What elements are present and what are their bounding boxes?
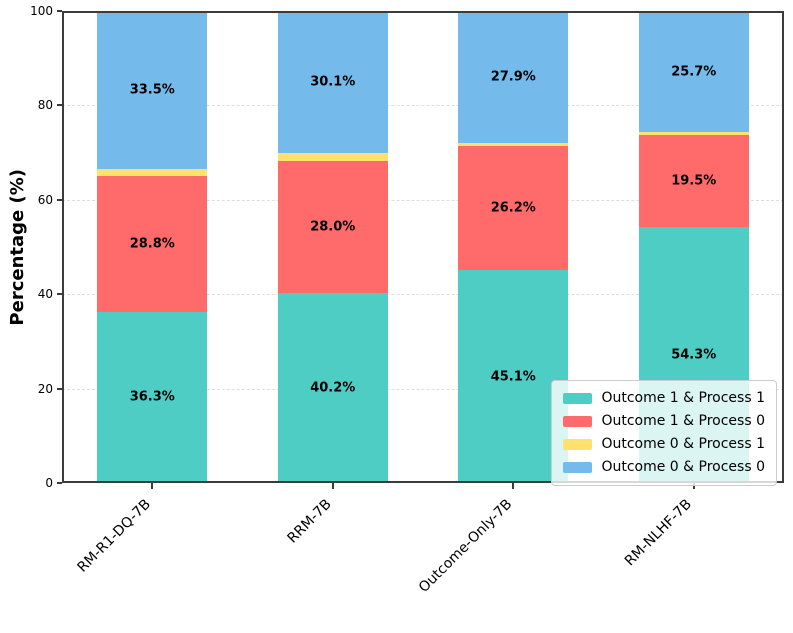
bottom-spine — [62, 481, 784, 483]
segment-value-label: 26.2% — [490, 200, 536, 216]
legend-label-2: Outcome 0 & Process 1 — [601, 436, 765, 452]
bar-segment-Outcome-Only-7B-series3 — [458, 11, 569, 143]
top-spine — [62, 11, 784, 13]
bar-segment-RRM-7B-series1 — [277, 161, 388, 294]
gridline-40 — [62, 294, 784, 296]
segment-value-label: 28.0% — [310, 219, 356, 235]
ytick-mark-0 — [57, 482, 62, 484]
segment-value-label: 19.5% — [671, 173, 717, 189]
ytick-label-0: 0 — [45, 476, 53, 490]
legend: Outcome 1 & Process 1 Outcome 1 & Process… — [551, 380, 777, 486]
xtick-label-3: RM-NLHF-7B — [622, 496, 696, 570]
plot-area: 36.3% 28.8% 33.5% 40.2% 28.0% 30.1% 45.1% 26.2%… — [62, 11, 784, 483]
legend-label-1: Outcome 1 & Process 0 — [601, 413, 765, 429]
bar-segment-RM-NLHF-7B-series1 — [638, 134, 749, 227]
bar-segment-RRM-7B-series0 — [277, 293, 388, 483]
legend-swatch-2 — [563, 439, 593, 450]
segment-value-label: 45.1% — [490, 369, 536, 385]
ytick-label-60: 60 — [37, 192, 53, 207]
legend-swatch-0 — [563, 393, 593, 404]
legend-swatch-1 — [563, 416, 593, 427]
legend-row-0: Outcome 1 & Process 1 — [563, 388, 765, 409]
legend-label-0: Outcome 1 & Process 1 — [601, 390, 765, 406]
y-axis-title: Percentage (%) — [0, 11, 34, 483]
xtick-label-1: RRM-7B — [284, 496, 335, 547]
bar-segment-Outcome-Only-7B-series2 — [458, 142, 569, 147]
segment-value-label: 54.3% — [671, 347, 717, 363]
segment-value-label: 27.9% — [490, 69, 536, 85]
xtick-mark-1 — [331, 483, 334, 489]
bar-segment-Outcome-Only-7B-series1 — [458, 146, 569, 271]
bar-segment-RM-R1-DQ-7B-series1 — [97, 175, 208, 312]
ytick-label-20: 20 — [37, 381, 53, 396]
segment-value-label: 28.8% — [129, 236, 175, 252]
gridline-80 — [62, 105, 784, 107]
legend-label-3: Outcome 0 & Process 0 — [601, 459, 765, 475]
bar-segment-RM-NLHF-7B-series2 — [638, 132, 749, 135]
bar-segment-RM-R1-DQ-7B-series0 — [97, 311, 208, 483]
legend-row-1: Outcome 1 & Process 0 — [563, 411, 765, 432]
ytick-label-100: 100 — [30, 4, 53, 18]
xtick-mark-3 — [692, 483, 695, 489]
ytick-mark-20 — [57, 387, 62, 390]
ytick-label-80: 80 — [37, 98, 53, 113]
bar-segment-RM-NLHF-7B-series3 — [638, 11, 749, 133]
gridline-20 — [62, 388, 784, 390]
left-spine — [62, 11, 64, 483]
ytick-mark-60 — [57, 198, 62, 201]
segment-value-label: 40.2% — [310, 380, 356, 396]
right-spine — [782, 11, 784, 483]
segment-value-label: 25.7% — [671, 64, 717, 80]
segment-value-label: 30.1% — [310, 74, 356, 90]
ytick-mark-40 — [57, 293, 62, 296]
segment-value-label: 33.5% — [129, 82, 175, 98]
ytick-mark-80 — [57, 104, 62, 107]
legend-row-2: Outcome 0 & Process 1 — [563, 434, 765, 455]
bar-segment-RRM-7B-series3 — [277, 11, 388, 154]
xtick-mark-0 — [151, 483, 154, 489]
bar-segment-Outcome-Only-7B-series0 — [458, 270, 569, 483]
xtick-label-2: Outcome-Only-7B — [415, 496, 515, 596]
ytick-label-40: 40 — [37, 287, 53, 302]
bar-segment-RM-R1-DQ-7B-series2 — [97, 169, 208, 176]
xtick-label-0: RM-R1-DQ-7B — [74, 496, 154, 576]
bar-segment-RRM-7B-series2 — [277, 153, 388, 162]
segment-value-label: 36.3% — [129, 389, 175, 405]
ytick-mark-100 — [57, 10, 62, 12]
xtick-mark-2 — [512, 483, 515, 489]
gridline-60 — [62, 199, 784, 201]
legend-swatch-3 — [563, 462, 593, 473]
legend-row-3: Outcome 0 & Process 0 — [563, 457, 765, 478]
bar-segment-RM-R1-DQ-7B-series3 — [97, 11, 208, 170]
